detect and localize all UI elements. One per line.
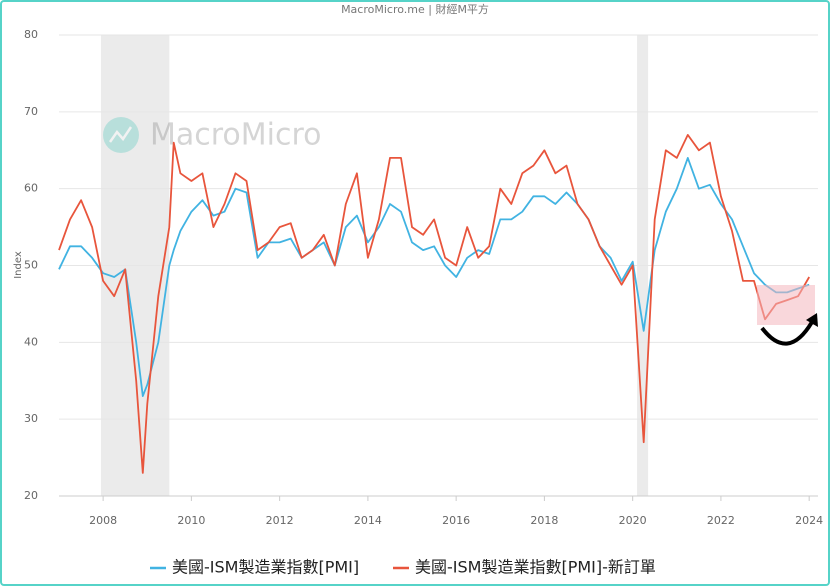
x-tick-label: 2020 — [619, 514, 647, 527]
annotation-arrowhead — [806, 313, 818, 327]
y-tick-label: 70 — [24, 105, 38, 118]
background-layer — [58, 34, 818, 501]
series-line — [58, 134, 810, 474]
x-tick-label: 2022 — [707, 514, 735, 527]
legend-label: 美國-ISM製造業指數[PMI]-新訂單 — [415, 558, 656, 577]
y-axis-label: Index — [13, 251, 24, 279]
watermark-text: MacroMicro — [150, 118, 322, 153]
x-tick-label: 2014 — [354, 514, 382, 527]
x-tick-label: 2012 — [266, 514, 294, 527]
y-tick-label: 80 — [24, 28, 38, 41]
y-tick-label: 50 — [24, 259, 38, 272]
x-tick-label: 2010 — [177, 514, 205, 527]
y-tick-label: 60 — [24, 182, 38, 195]
y-tick-label: 20 — [24, 489, 38, 502]
watermark-icon-line — [108, 126, 133, 143]
y-tick-label: 30 — [24, 412, 38, 425]
legend-label: 美國-ISM製造業指數[PMI] — [172, 558, 359, 577]
x-tick-label: 2018 — [530, 514, 558, 527]
y-tick-label: 40 — [24, 335, 38, 348]
x-tick-label: 2016 — [442, 514, 470, 527]
series-line — [58, 157, 810, 397]
watermark: MacroMicro — [103, 117, 322, 153]
chart-header: MacroMicro.me | 財經M平方 — [341, 2, 489, 16]
watermark-icon — [103, 117, 139, 153]
highlight-box — [757, 285, 815, 325]
x-tick-label: 2008 — [89, 514, 117, 527]
x-tick-label: 2024 — [795, 514, 823, 527]
annotation-arrow — [760, 320, 814, 346]
